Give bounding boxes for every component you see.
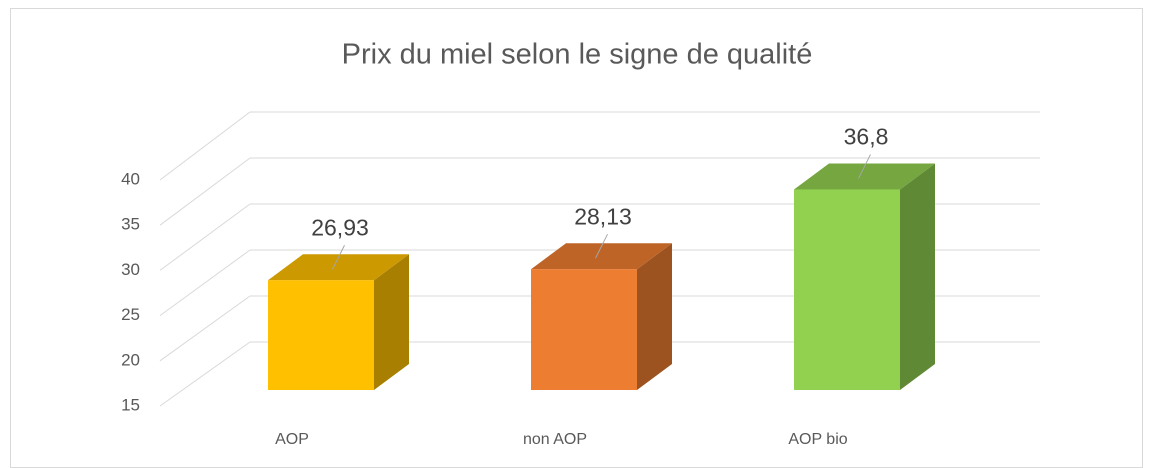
grid-line — [159, 341, 251, 407]
leader-line — [332, 245, 345, 270]
bar-front — [531, 269, 637, 390]
bar-top — [268, 254, 409, 281]
bar-front — [794, 189, 900, 390]
bar-side — [900, 163, 935, 390]
grid-line — [159, 203, 251, 271]
y-tick-label: 35 — [121, 215, 140, 234]
bar-top — [531, 243, 672, 270]
chart-title: Prix du miel selon le signe de qualité — [342, 39, 813, 71]
x-tick-label: AOP — [275, 431, 309, 448]
value-label: 26,93 — [311, 214, 369, 240]
grid-line — [159, 111, 251, 181]
chart-frame — [10, 8, 1143, 468]
bar-top — [794, 163, 935, 190]
leader-line — [595, 233, 608, 259]
value-label: 28,13 — [574, 203, 632, 229]
bar — [794, 163, 935, 390]
leader-line — [858, 154, 871, 179]
y-tick-label: 15 — [121, 395, 140, 414]
grid-line — [159, 157, 251, 226]
bar-side — [374, 254, 409, 390]
y-tick-label: 40 — [121, 169, 140, 188]
value-label: 36,8 — [844, 124, 889, 150]
bar-side — [637, 243, 672, 390]
grid-line — [159, 249, 251, 317]
bar — [531, 243, 672, 390]
grid-line — [159, 295, 251, 362]
x-tick-label: AOP bio — [788, 431, 847, 448]
bar-front — [268, 280, 374, 390]
x-tick-label: non AOP — [523, 431, 587, 448]
bar — [268, 254, 409, 390]
y-tick-label: 25 — [121, 305, 140, 324]
y-tick-label: 20 — [121, 350, 140, 369]
y-tick-label: 30 — [121, 260, 140, 279]
